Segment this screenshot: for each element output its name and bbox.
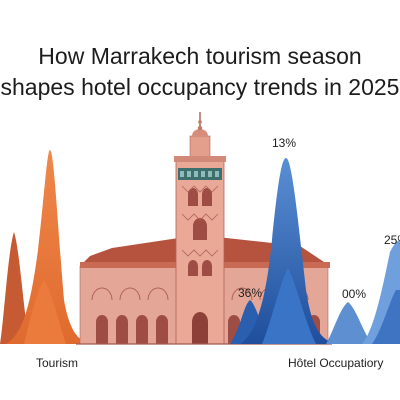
tourism-peak-back: [0, 232, 30, 344]
chart-title-line-2: shapes hotel occupancy trends in 2025: [0, 74, 400, 100]
occupancy-peak-inner: [262, 268, 316, 344]
minaret-crenellation: [174, 156, 226, 162]
minaret-orb-1: [197, 125, 203, 131]
minaret-orb-2: [198, 120, 202, 124]
minaret-dome: [192, 129, 208, 136]
tourism-peak-shoulder: [24, 280, 66, 344]
peak-label-00: 00%: [342, 287, 366, 301]
mosque-right-roof-band: [208, 262, 330, 268]
x-axis-label-hotel-occupancy: Hôtel Occupatiory: [288, 356, 383, 370]
hotel-occupancy-panel: [230, 158, 400, 344]
minaret-lattice: [181, 185, 219, 257]
mosque-right-roof: [208, 236, 330, 266]
chart-title-line-1: How Marrakech tourism season: [38, 43, 362, 69]
minaret-windows: [188, 188, 212, 276]
peak-label-13: 13%: [272, 136, 296, 150]
x-axis-label-tourism: Tourism: [36, 356, 78, 370]
mosque-left-roof: [80, 236, 192, 266]
minaret-door: [192, 312, 208, 344]
peak-label-25: 25%: [384, 233, 400, 247]
occupancy-peak-middle: [326, 302, 372, 344]
peak-label-36: 36%: [238, 286, 262, 300]
tourism-peak-main: [6, 150, 92, 344]
mosque-left-roof-band: [80, 262, 192, 268]
occupancy-peak-right-inner: [372, 290, 400, 344]
minaret-tile-pattern: [180, 171, 219, 177]
occupancy-peak-main: [240, 158, 336, 344]
